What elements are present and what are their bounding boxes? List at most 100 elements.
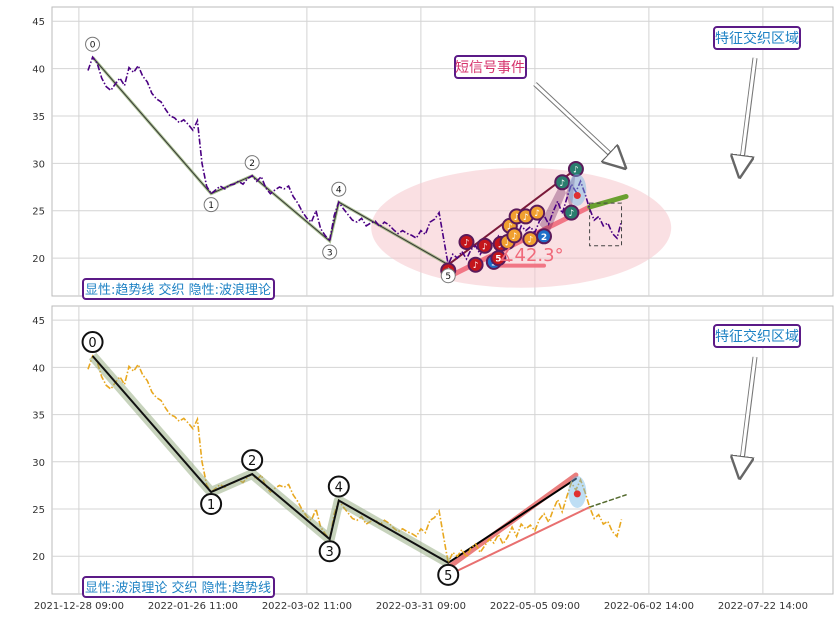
projection-line bbox=[588, 494, 627, 508]
bottom-panel-frame bbox=[51, 305, 834, 595]
feature-box bbox=[589, 202, 623, 247]
signal-marker-symbol: 5 bbox=[495, 255, 501, 265]
y-tick-label: 25 bbox=[32, 505, 45, 516]
bottom-price-line bbox=[87, 354, 623, 566]
wave-point-label: 3 bbox=[327, 249, 333, 259]
wave-point-marker bbox=[203, 197, 219, 213]
wave-point-marker bbox=[440, 268, 456, 284]
signal-markers: ♪♪♪♪15♪♪♪♪♪♪♪♪2♪♪♪ bbox=[440, 161, 584, 279]
y-tick-label: 45 bbox=[32, 17, 45, 28]
x-tick-label: 2022-05-05 09:00 bbox=[490, 601, 580, 612]
x-tick-label: 2022-01-26 11:00 bbox=[148, 601, 238, 612]
bottom-plot-area: 0 1 2 3 4 5 bbox=[81, 331, 627, 586]
signal-marker bbox=[554, 174, 571, 191]
legend-box-top bbox=[82, 278, 275, 300]
bottom-wave-line bbox=[88, 352, 451, 568]
wave-point-marker bbox=[244, 155, 260, 171]
wave-point-label: 1 bbox=[207, 498, 215, 513]
feature-dot bbox=[573, 192, 581, 200]
wave-line bbox=[92, 56, 449, 266]
y-tick-label: 35 bbox=[32, 112, 45, 123]
lower-trend-line bbox=[447, 506, 591, 577]
wave-point-marker bbox=[318, 540, 341, 563]
signal-marker bbox=[467, 256, 484, 273]
wave-point-label: 2 bbox=[249, 159, 255, 169]
short-signal-box bbox=[454, 55, 527, 79]
legend-label-top: 显性:趋势线 交织 隐性:波浪理论 bbox=[85, 282, 271, 298]
feature-dot-bottom bbox=[573, 490, 581, 498]
signal-marker-symbol: ♪ bbox=[505, 238, 511, 248]
short-signal-label: 短信号事件 bbox=[455, 60, 525, 76]
y-tick-label: 40 bbox=[32, 65, 45, 76]
wave-point-marker bbox=[241, 449, 264, 472]
signal-marker-symbol: ♪ bbox=[559, 179, 565, 189]
feature-arrow-bottom bbox=[740, 356, 757, 475]
x-tick-label: 2022-03-02 11:00 bbox=[262, 601, 352, 612]
signal-marker-symbol: ♪ bbox=[523, 213, 529, 223]
short-signal-arrow bbox=[533, 82, 623, 166]
wave-point-marker bbox=[437, 563, 460, 586]
y-tick-label: 35 bbox=[32, 411, 45, 422]
wave-point-label: 0 bbox=[88, 336, 96, 351]
signal-marker bbox=[458, 233, 475, 250]
projection-line bbox=[587, 194, 629, 210]
x-tick-label: 2022-06-02 14:00 bbox=[604, 601, 694, 612]
signal-marker-symbol: ♪ bbox=[473, 261, 479, 271]
y-tick-label: 20 bbox=[32, 254, 45, 265]
angle-label: ∡42.3° bbox=[498, 245, 563, 266]
legend-box-bottom bbox=[82, 576, 275, 598]
feature-zone-label-top: 特征交织区域 bbox=[715, 30, 799, 47]
x-tick-label: 2022-07-22 14:00 bbox=[718, 601, 808, 612]
upper-trend-line bbox=[447, 477, 577, 564]
signal-marker bbox=[529, 204, 546, 221]
wave-point-label: 2 bbox=[248, 454, 256, 469]
y-tick-label: 30 bbox=[32, 159, 45, 170]
signal-marker-symbol: ♪ bbox=[514, 213, 520, 223]
bottom-grid bbox=[52, 306, 833, 594]
y-tick-label: 20 bbox=[32, 552, 45, 563]
top-wave-line bbox=[91, 56, 449, 267]
feature-glow bbox=[568, 173, 587, 206]
signal-marker-symbol: ♪ bbox=[573, 166, 579, 176]
feature-zone-box-bottom bbox=[713, 324, 801, 348]
signal-marker-symbol: ♪ bbox=[464, 238, 470, 248]
y-tick-label: 25 bbox=[32, 207, 45, 218]
bottom-wave-labels: 0 1 2 3 4 5 bbox=[81, 331, 460, 586]
x-tick-label: 2021-12-28 09:00 bbox=[34, 601, 124, 612]
wave-point-label: 4 bbox=[336, 186, 342, 196]
signal-marker bbox=[506, 227, 523, 244]
y-tick-label: 45 bbox=[32, 316, 45, 327]
y-tick-label: 30 bbox=[32, 458, 45, 469]
feature-arrow-top bbox=[740, 57, 757, 174]
signal-marker-symbol: ♪ bbox=[511, 232, 517, 242]
wave-line bbox=[91, 355, 449, 564]
signal-marker bbox=[476, 237, 493, 254]
wave-point-label: 1 bbox=[208, 201, 214, 211]
feature-zone-box-top bbox=[713, 26, 801, 50]
signal-marker-symbol: ♪ bbox=[568, 209, 574, 219]
wave-point-marker bbox=[200, 493, 223, 516]
signal-marker-symbol: ♪ bbox=[527, 236, 533, 246]
signal-marker bbox=[567, 161, 584, 178]
wave-point-marker bbox=[331, 181, 347, 197]
signal-marker bbox=[536, 228, 552, 245]
signal-marker-symbol: ♪ bbox=[534, 209, 540, 219]
legend-label-bottom: 显性:波浪理论 交织 隐性:趋势线 bbox=[85, 580, 271, 596]
x-tick-label: 2022-03-31 09:00 bbox=[376, 601, 466, 612]
signal-marker bbox=[563, 204, 580, 221]
feature-zone-label-bottom: 特征交织区域 bbox=[715, 328, 799, 345]
wave-point-label: 5 bbox=[444, 569, 452, 584]
wave-point-label: 5 bbox=[445, 272, 451, 282]
wave-point-marker bbox=[327, 475, 350, 498]
top-wave-labels: 0 1 2 3 4 5 bbox=[85, 36, 456, 284]
signal-marker-symbol: 2 bbox=[541, 233, 547, 243]
wave-point-label: 4 bbox=[335, 481, 343, 496]
signal-marker-symbol: ♪ bbox=[507, 222, 513, 232]
wave-point-label: 0 bbox=[90, 41, 96, 51]
wave-point-marker bbox=[322, 244, 338, 260]
signal-marker-symbol: ♪ bbox=[482, 242, 488, 252]
